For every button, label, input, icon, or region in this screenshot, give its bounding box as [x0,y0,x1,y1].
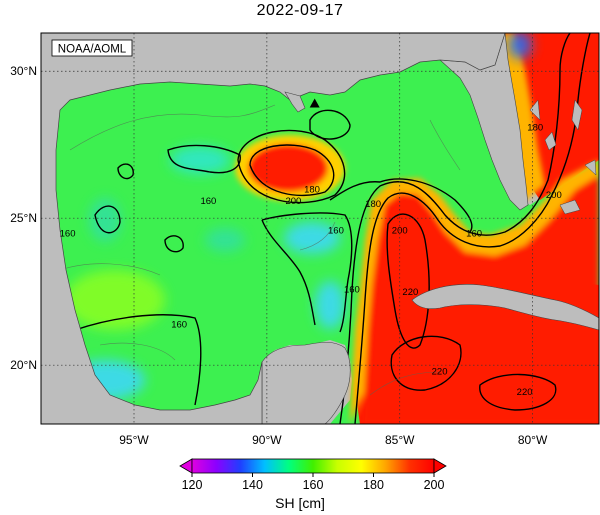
lat-tick-label: 25°N [10,211,37,225]
colorbar-tick-label: 160 [303,478,324,492]
contour-160-south [74,314,202,406]
colorbar-tick-label: 180 [363,478,384,492]
yucatan [261,342,351,424]
north-coast [41,33,506,424]
contour-180-eddy [237,129,346,204]
contour-160-west-eddy [94,205,121,234]
contour-160-north-ring [309,109,351,140]
contour-200-eddy [249,144,335,197]
cool-patch-central [284,222,340,254]
contour-label: 160 [200,196,216,207]
contour-label: 180 [365,199,381,210]
warm-patch-yellowgreen [65,270,165,330]
contour-160-loop-left [261,219,316,326]
colorbar: 120 140 160 180 200 [179,458,447,492]
lon-tick-label: 85°W [385,433,415,447]
credit-label: NOAA/AOML [58,44,127,56]
contour-label: 160 [60,228,76,239]
contour-label: 180 [304,184,320,195]
contour-label: 180 [527,123,543,134]
colorbar-title: SH [cm] [275,495,325,511]
cool-patch-northeast [508,33,532,59]
warm-eddy-core [248,144,328,192]
credit-box: NOAA/AOML [51,39,133,57]
station-marker [309,98,320,108]
colorbar-ramp [191,458,435,474]
triangle-marker [309,98,320,108]
colorbar-max-extension [433,458,447,474]
contour-label: 200 [285,196,301,207]
contour-160-northeast [329,178,473,233]
colorbar-tick-label: 140 [242,478,263,492]
mississippi-delta [284,91,306,113]
contour-label: 160 [344,284,360,295]
minor-contours [59,104,461,396]
contour-label: 160 [466,228,482,239]
graticule [41,33,599,424]
bahamas [529,99,597,215]
contour-160-nw [117,163,134,180]
contour-label: 200 [392,225,408,236]
contour-label: 220 [517,387,533,398]
lon-tick-label: 80°W [518,433,548,447]
contour-label: 220 [402,287,418,298]
plot-frame [40,32,600,425]
cuba [411,284,599,331]
axis-labels: 95°W 90°W 85°W 80°W 30°N 25°N 20°N [10,64,548,447]
contour-220-tongue [386,213,430,349]
contour-label: 220 [432,367,448,378]
cool-patch-south [315,281,345,329]
contour-lines [74,33,591,424]
contour-220-caribbean [390,335,462,391]
contour-160-north-eddy [167,144,241,174]
colorbar-tick-label: 200 [424,478,445,492]
chart-title: 2022-09-17 [256,2,344,19]
cool-patch-center-west [205,228,245,252]
contour-label: 200 [546,190,562,201]
contour-loop-front-outer [339,33,571,424]
lon-tick-label: 95°W [119,433,149,447]
contour-220-caribbean-east [479,373,557,411]
contour-label: 160 [328,225,344,236]
lat-tick-label: 30°N [10,64,37,78]
colorbar-min-extension [179,458,193,474]
contour-160-cw [164,235,184,253]
contour-label: 160 [171,320,187,331]
contour-160-center [261,212,353,333]
colorbar-tick-label: 120 [182,478,203,492]
lon-tick-label: 90°W [252,433,282,447]
lat-tick-label: 20°N [10,358,37,372]
cool-patch-west [89,198,121,242]
